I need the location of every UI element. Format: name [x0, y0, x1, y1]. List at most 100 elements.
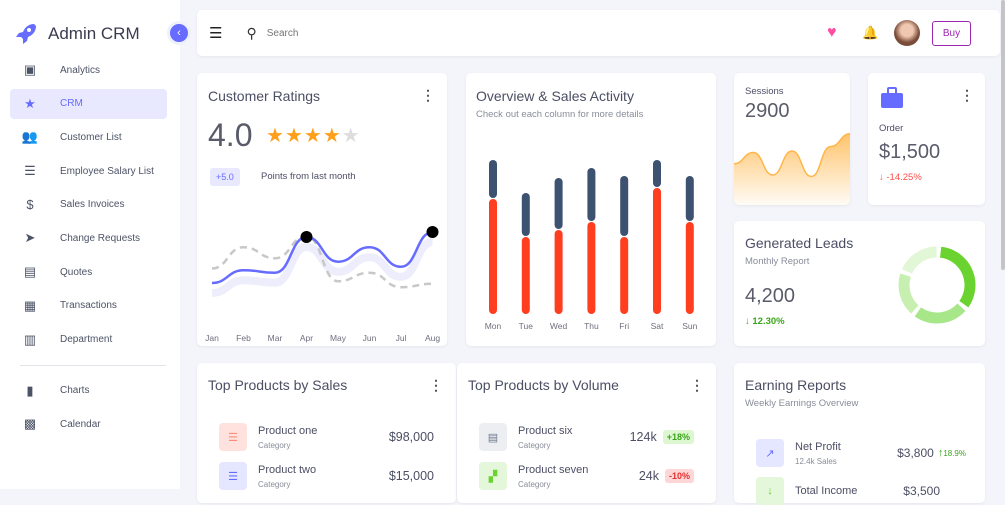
order-change: ↓ -14.25% [879, 172, 922, 183]
change-label: Points from last month [261, 171, 356, 182]
send-icon: ➤ [24, 230, 36, 246]
search-icon[interactable]: ⚲ [246, 24, 257, 41]
sidebar-item-sales-invoices[interactable]: $ Sales Invoices [10, 190, 167, 220]
bar-segment[interactable] [653, 188, 661, 314]
bar-segment[interactable] [521, 193, 530, 236]
product-item[interactable]: ☰ Product one Category $98,000 [219, 423, 434, 451]
sidebar-item-department[interactable]: ▥ Department [10, 325, 167, 355]
rating-value: 4.0 [208, 117, 253, 153]
star-filled-icon: ★ [303, 125, 323, 147]
product-name: Product six [518, 424, 573, 437]
calendar-icon: ▩ [23, 416, 37, 432]
bar-segment[interactable] [587, 168, 596, 221]
donut-slice[interactable] [898, 273, 919, 314]
product-item[interactable]: ☰ Product two Category $15,000 [219, 462, 434, 490]
product-icon: ▤ [479, 423, 507, 451]
x-tick-label: Tue [519, 321, 534, 331]
briefcase-icon [881, 87, 903, 108]
product-icon: ☰ [219, 462, 247, 490]
bar-segment[interactable] [587, 222, 596, 314]
leads-donut-chart [898, 246, 976, 324]
sidebar-item-customer-list[interactable]: 👥 Customer List [10, 122, 167, 152]
product-category: Category [258, 440, 291, 450]
bar-chart-icon: ▮ [26, 382, 34, 398]
bar-segment[interactable] [489, 199, 497, 314]
area-fill [734, 133, 850, 205]
sessions-area-chart [734, 133, 850, 205]
list-item: ↓ Total Income $3,500 [756, 477, 966, 505]
bar-segment[interactable] [620, 176, 629, 236]
sidebar-item-quotes[interactable]: ▤ Quotes [10, 257, 167, 287]
sidebar-item-label: Customer List [60, 131, 122, 143]
arrow-up-icon: ↑ [937, 447, 944, 459]
card-subtitle: Monthly Report [745, 256, 810, 267]
bar-segment[interactable] [554, 178, 563, 229]
people-icon: 👥 [21, 129, 39, 145]
buy-button[interactable]: Buy [932, 20, 971, 46]
card-subtitle: Check out each column for more details [476, 109, 644, 120]
sessions-value: 2900 [745, 100, 790, 122]
building-icon: ▥ [23, 331, 37, 347]
bar-segment[interactable] [685, 176, 694, 221]
arrow-down-icon: ↓ [745, 316, 753, 327]
more-options-icon[interactable]: ⋮ [429, 377, 443, 393]
bar-segment[interactable] [489, 160, 497, 198]
scrollbar[interactable] [1001, 0, 1005, 270]
earning-reports-card: Earning Reports Weekly Earnings Overview… [734, 363, 985, 505]
star-empty-icon: ★ [341, 125, 361, 147]
x-tick-label: Sun [682, 321, 697, 331]
sidebar-item-analytics[interactable]: ▣ Analytics [10, 55, 167, 85]
app-title: Admin CRM [48, 24, 140, 43]
product-item[interactable]: ▤ Product six Category 124k +18% [479, 423, 694, 451]
product-category: Category [518, 440, 551, 450]
generated-leads-card: Generated Leads Monthly Report 4,200 ↓ 1… [734, 221, 985, 346]
sidebar-item-calendar[interactable]: ▩ Calendar [10, 409, 167, 439]
item-value: $3,800 [897, 446, 934, 460]
bar-segment[interactable] [685, 222, 694, 314]
area-line [734, 133, 850, 178]
product-value: $98,000 [388, 430, 434, 444]
avatar[interactable] [894, 20, 920, 46]
sessions-card: Sessions 2900 [734, 73, 850, 205]
change-badge: +18% [662, 430, 694, 444]
item-name: Total Income [795, 485, 858, 497]
sales-bar-chart: Mon Tue Wed Thu Fri Sat Sun [485, 160, 698, 331]
product-icon: ☰ [219, 423, 247, 451]
order-value: $1,500 [879, 141, 941, 163]
search-input[interactable] [266, 27, 667, 39]
x-tick-label: Feb [236, 333, 251, 343]
more-options-icon[interactable]: ⋮ [421, 87, 435, 103]
more-options-icon[interactable]: ⋮ [960, 87, 974, 103]
bell-icon[interactable]: 🔔 [862, 25, 879, 40]
logo[interactable]: Admin CRM [14, 22, 140, 46]
bar-segment[interactable] [521, 237, 530, 314]
change-badge: -10% [664, 469, 694, 483]
star-icon: ★ [24, 95, 36, 111]
sidebar-item-change-requests[interactable]: ➤ Change Requests [10, 223, 167, 253]
heart-icon[interactable]: ♥ [827, 24, 837, 41]
sidebar-item-transactions[interactable]: ▦ Transactions [10, 291, 167, 321]
more-options-icon[interactable]: ⋮ [690, 377, 704, 393]
product-item[interactable]: ▞ Product seven Category 24k -10% [479, 462, 694, 490]
inbox-icon: ▣ [23, 62, 37, 77]
donut-slice[interactable] [914, 303, 966, 324]
collapse-sidebar-button[interactable]: ‹ [170, 24, 188, 42]
bar-segment[interactable] [653, 160, 661, 187]
sidebar-item-crm[interactable]: ★ CRM [10, 88, 167, 119]
product-category: Category [258, 479, 291, 489]
star-filled-icon: ★ [266, 125, 285, 147]
sidebar-item-employee-salary-list[interactable]: ☰ Employee Salary List [10, 156, 167, 186]
menu-icon[interactable]: ☰ [209, 25, 223, 42]
data-point[interactable] [300, 231, 313, 244]
donut-slice[interactable] [901, 246, 938, 275]
quote-icon: ▤ [23, 264, 37, 280]
sidebar-item-charts[interactable]: ▮ Charts [10, 376, 167, 406]
bar-segment[interactable] [554, 230, 563, 314]
card-title: Overview & Sales Activity [476, 88, 634, 104]
item-sub: 12.4k Sales [795, 456, 837, 466]
bar-segment[interactable] [620, 237, 629, 314]
data-point[interactable] [426, 225, 439, 238]
sidebar-item-label: Employee Salary List [60, 165, 154, 177]
trending-up-icon: ↗ [756, 439, 784, 467]
donut-slice[interactable] [939, 246, 976, 308]
